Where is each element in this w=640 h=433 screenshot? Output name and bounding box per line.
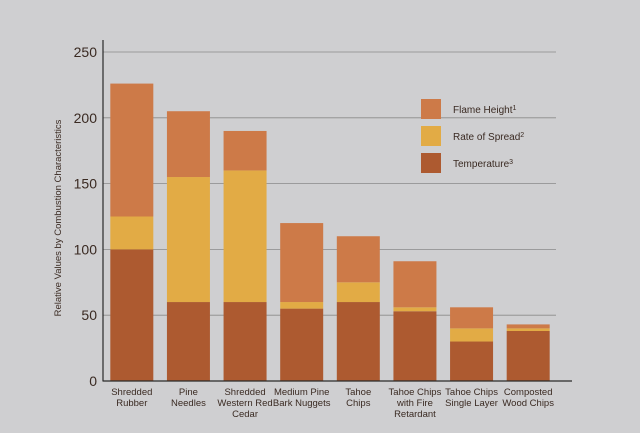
x-category-label-line: Cedar [232, 409, 258, 420]
x-category-label: Tahoe Chips with Fire Retardant [389, 387, 442, 420]
y-axis-label: Relative Values by Combustion Characteri… [53, 119, 64, 316]
legend-label: Rate of Spread2 [453, 132, 524, 143]
bar-segment-flame-height [223, 130, 267, 171]
bar-segment-rate-of-spread [166, 177, 210, 303]
x-category-label-line: Chips [346, 398, 371, 409]
legend-label: Temperature3 [453, 159, 513, 170]
legend-label-text: Rate of Spread [453, 132, 520, 143]
bar-segment-rate-of-spread [506, 328, 550, 331]
y-tick-label: 0 [89, 373, 97, 389]
x-category-label-line: Composted [504, 387, 553, 398]
x-category-label-line: Needles [171, 398, 206, 409]
bar-segment-rate-of-spread [110, 216, 154, 250]
x-category-label-line: with Fire [396, 398, 433, 409]
x-category-label: Pine Needles [171, 387, 206, 409]
x-category-label-line: Wood Chips [502, 398, 554, 409]
y-tick-label: 50 [81, 307, 97, 323]
bar-segment-flame-height [336, 236, 380, 283]
x-category-label: Shredded Western Red Cedar [217, 387, 272, 420]
x-category-label-line: Medium Pine [274, 387, 329, 398]
bar-segment-temperature [280, 308, 324, 381]
bar-segment-flame-height [450, 307, 494, 329]
legend-label-text: Temperature [453, 159, 510, 170]
x-category-label: Medium Pine Bark Nuggets [273, 387, 331, 409]
legend-swatch [421, 126, 441, 146]
x-category-label-line: Rubber [116, 398, 147, 409]
bar-segment-rate-of-spread [280, 302, 324, 309]
y-tick-labels: 0 50 100 150 200 250 [74, 44, 98, 389]
bar-segment-temperature [166, 302, 210, 381]
y-tick-label: 250 [74, 44, 98, 60]
x-category-label: Composted Wood Chips [502, 387, 554, 409]
bar-segment-rate-of-spread [450, 328, 494, 342]
y-tick-label: 200 [74, 110, 98, 126]
x-category-label: Tahoe Chips [345, 387, 371, 409]
bars [110, 83, 550, 381]
legend-label: Flame Height1 [453, 105, 516, 116]
bar-segment-temperature [506, 330, 550, 381]
bar-segment-temperature [450, 341, 494, 381]
x-category-label-line: Tahoe [345, 387, 371, 398]
bar-segment-rate-of-spread [393, 307, 437, 312]
x-category-label-line: Pine [179, 387, 198, 398]
legend: Flame Height1 Rate of Spread2 Temperature3 [421, 99, 524, 173]
bar-segment-temperature [223, 302, 267, 381]
bar-segment-temperature [336, 302, 380, 381]
legend-label-text: Flame Height [453, 105, 513, 116]
bar-segment-flame-height [166, 111, 210, 178]
bar-segment-flame-height [110, 83, 154, 217]
x-category-label-line: Tahoe Chips [389, 387, 442, 398]
bar-segment-flame-height [393, 261, 437, 308]
x-category-label-line: Retardant [394, 409, 436, 420]
x-category-label-line: Tahoe Chips [445, 387, 498, 398]
x-category-label-line: Bark Nuggets [273, 398, 331, 409]
legend-footnote-marker: 1 [512, 105, 516, 112]
x-category-label-line: Western Red [217, 398, 272, 409]
bar-segment-rate-of-spread [336, 282, 380, 303]
bar-segment-temperature [110, 249, 154, 381]
bar-segment-flame-height [280, 223, 324, 303]
x-category-label-line: Shredded [111, 387, 152, 398]
legend-footnote-marker: 3 [509, 159, 513, 166]
legend-swatch [421, 153, 441, 173]
axes [102, 40, 572, 382]
y-tick-label: 100 [74, 241, 98, 257]
y-tick-label: 150 [74, 176, 98, 192]
x-category-label: Tahoe Chips Single Layer [445, 387, 498, 409]
legend-swatch [421, 99, 441, 119]
legend-footnote-marker: 2 [520, 132, 524, 139]
x-category-label-line: Shredded [224, 387, 265, 398]
bar-segment-temperature [393, 311, 437, 381]
x-category-label: Shredded Rubber [111, 387, 152, 409]
bar-segment-flame-height [506, 324, 550, 329]
x-category-label-line: Single Layer [445, 398, 498, 409]
bar-segment-rate-of-spread [223, 170, 267, 303]
